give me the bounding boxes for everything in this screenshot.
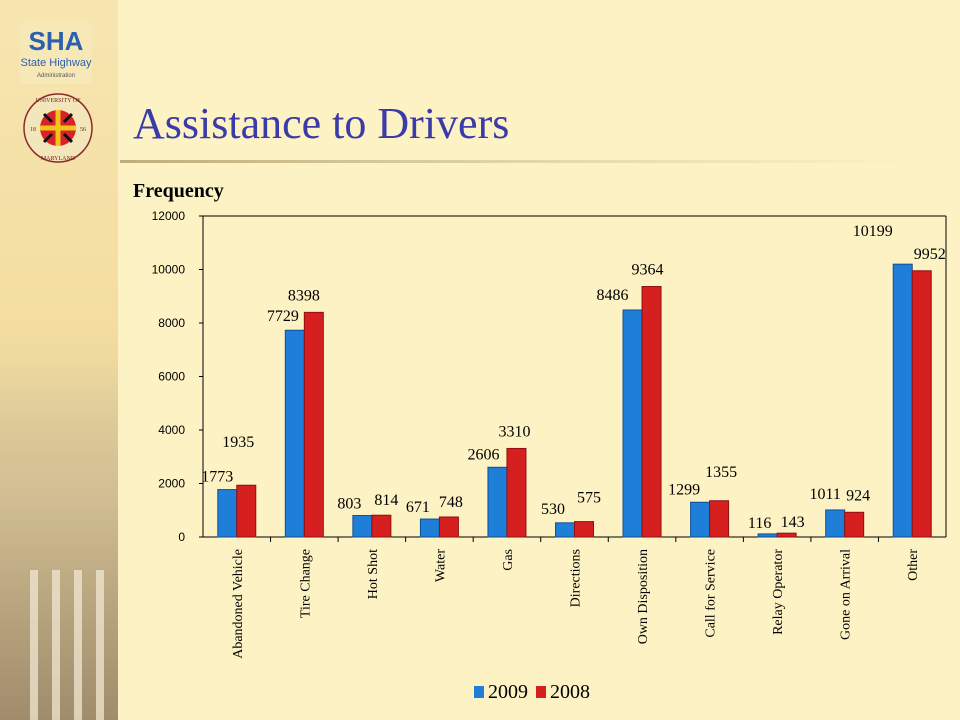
x-tick-label-call-for-service: Call for Service	[704, 549, 719, 638]
legend-item-2009: 2009	[474, 681, 528, 704]
y-tick-label-0: 0	[178, 530, 185, 544]
data-label-other-2009: 10199	[853, 223, 893, 240]
y-tick-label-4000: 4000	[158, 423, 185, 437]
data-label-tire-change-2008: 8398	[288, 287, 320, 304]
x-tick-label-own-disposition: Own Disposition	[636, 549, 651, 644]
y-tick-label-6000: 6000	[158, 370, 185, 384]
data-label-tire-change-2009: 7729	[267, 308, 299, 325]
bar-gone-on-arrival-2008	[844, 511, 865, 538]
data-label-relay-operator-2008: 143	[781, 514, 805, 531]
bar-water-2008	[438, 516, 459, 538]
data-label-own-disposition-2008: 9364	[632, 262, 664, 279]
data-label-other-2008: 9952	[914, 246, 946, 263]
bar-abandoned-vehicle-2008	[236, 484, 257, 538]
svg-text:56: 56	[80, 127, 86, 133]
y-tick-label-8000: 8000	[158, 316, 185, 330]
bar-other-2009	[892, 263, 913, 538]
data-label-relay-operator-2009: 116	[748, 515, 771, 532]
data-label-hot-shot-2009: 803	[337, 496, 361, 513]
bar-own-disposition-2009	[622, 309, 643, 538]
bar-gas-2009	[487, 466, 508, 538]
bar-own-disposition-2008	[641, 286, 662, 538]
data-label-directions-2009: 530	[541, 501, 565, 518]
data-label-abandoned-vehicle-2008: 1935	[222, 434, 254, 451]
data-label-water-2009: 671	[406, 499, 430, 516]
bar-call-for-service-2008	[709, 500, 730, 538]
data-label-gone-on-arrival-2008: 924	[846, 487, 870, 504]
svg-text:18: 18	[30, 127, 36, 133]
x-tick-label-water: Water	[433, 549, 448, 582]
x-tick-label-hot-shot: Hot Shot	[366, 549, 381, 599]
bar-gone-on-arrival-2009	[825, 509, 846, 538]
legend-swatch-2009	[474, 686, 484, 698]
x-tick-label-gas: Gas	[501, 549, 516, 571]
svg-text:SHA: SHA	[29, 26, 84, 56]
bar-tire-change-2009	[284, 329, 305, 538]
y-tick-label-12000: 12000	[152, 209, 186, 223]
legend-swatch-2008	[536, 686, 546, 698]
x-tick-label-relay-operator: Relay Operator	[771, 549, 786, 635]
data-label-own-disposition-2009: 8486	[597, 287, 629, 304]
bar-water-2009	[419, 518, 440, 538]
svg-text:UNIVERSITY OF: UNIVERSITY OF	[36, 98, 82, 104]
y-axis-title: Frequency	[133, 180, 224, 202]
bar-directions-2008	[574, 521, 594, 538]
data-label-directions-2008: 575	[577, 490, 601, 507]
x-tick-label-other: Other	[906, 549, 921, 581]
bar-relay-operator-2008	[776, 532, 797, 538]
university-of-maryland-seal: UNIVERSITY OF MARYLAND 18 56	[23, 93, 93, 163]
legend-item-2008: 2008	[536, 681, 590, 704]
bar-hot-shot-2009	[352, 515, 373, 538]
data-label-gas-2008: 3310	[498, 423, 530, 440]
bar-call-for-service-2009	[690, 501, 711, 538]
bar-other-2008	[911, 270, 932, 538]
data-label-call-for-service-2008: 1355	[705, 464, 737, 481]
campus-building-photo	[0, 360, 118, 720]
sha-logo: SHA State Highway Administration	[20, 22, 92, 84]
bar-relay-operator-2009	[757, 533, 778, 538]
y-tick-label-10000: 10000	[152, 263, 186, 277]
data-label-abandoned-vehicle-2009: 1773	[201, 469, 233, 486]
data-label-gas-2009: 2606	[467, 446, 499, 463]
x-tick-label-abandoned-vehicle: Abandoned Vehicle	[231, 549, 246, 659]
data-label-gone-on-arrival-2009: 1011	[809, 486, 840, 503]
legend-label-2008: 2008	[550, 680, 590, 703]
x-tick-label-gone-on-arrival: Gone on Arrival	[839, 549, 854, 640]
data-label-hot-shot-2008: 814	[374, 492, 398, 509]
data-label-call-for-service-2009: 1299	[668, 481, 700, 498]
svg-text:Administration: Administration	[37, 73, 75, 79]
bar-abandoned-vehicle-2009	[217, 489, 238, 538]
page-title: Assistance to Drivers	[133, 99, 510, 148]
bar-hot-shot-2008	[371, 514, 392, 538]
svg-text:MARYLAND: MARYLAND	[41, 156, 76, 162]
title-divider	[120, 160, 912, 163]
bar-tire-change-2008	[303, 311, 324, 538]
svg-text:State Highway: State Highway	[21, 57, 92, 69]
legend-label-2009: 2009	[488, 680, 528, 703]
bar-directions-2009	[555, 522, 575, 538]
x-tick-label-tire-change: Tire Change	[298, 549, 313, 618]
bar-gas-2008	[506, 447, 527, 538]
chart-legend: 2009 2008	[474, 680, 590, 704]
x-tick-label-directions: Directions	[569, 549, 584, 607]
y-tick-label-2000: 2000	[158, 477, 185, 491]
data-label-water-2008: 748	[439, 494, 463, 511]
